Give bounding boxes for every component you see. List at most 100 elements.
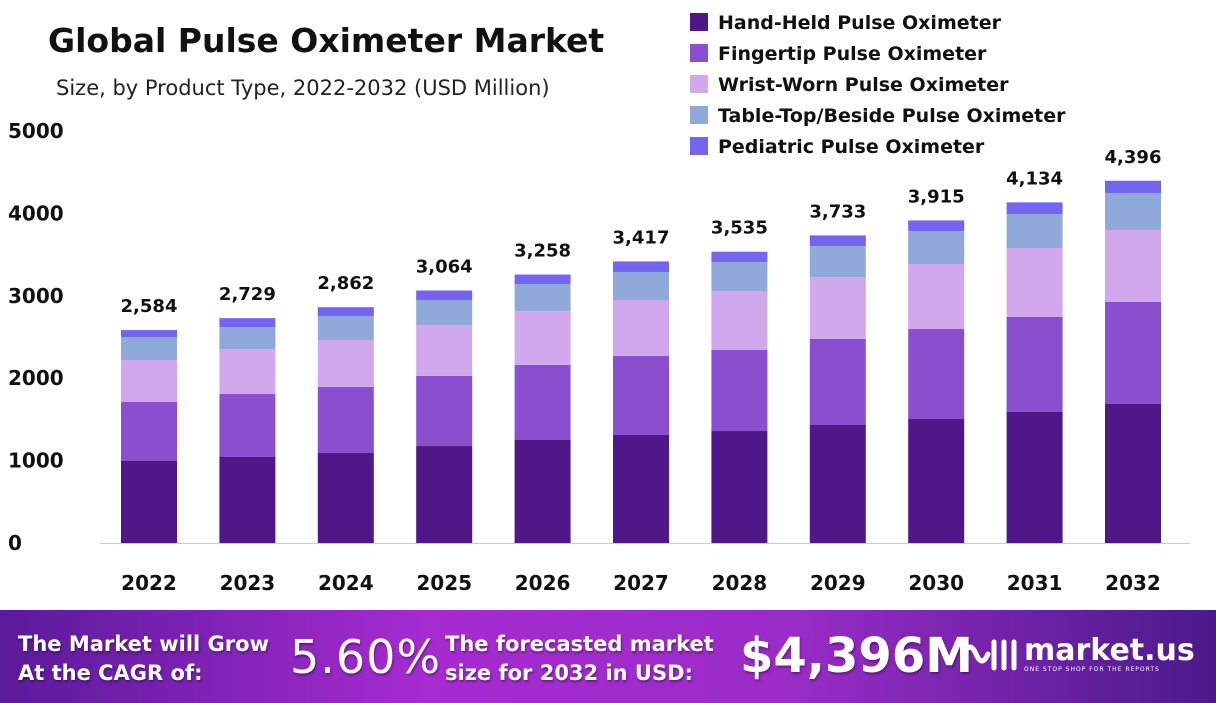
legend-label: Hand-Held Pulse Oximeter [718, 12, 1002, 34]
bar-segment [317, 387, 374, 454]
bar-segment [613, 356, 669, 435]
logo-name: market.us [1024, 632, 1195, 668]
bar-segment [1105, 229, 1161, 302]
bar-segment [317, 339, 374, 388]
bar-segment [416, 300, 473, 325]
forecast-label-line1: The forecasted market [445, 632, 714, 656]
x-tick-label: 2032 [1105, 571, 1161, 595]
legend-swatch [690, 137, 708, 155]
legend-swatch [690, 13, 708, 31]
chart-subtitle: Size, by Product Type, 2022-2032 (USD Mi… [56, 76, 550, 100]
bar-segment [809, 338, 866, 426]
legend-swatch [690, 106, 708, 124]
legend-swatch [690, 75, 708, 93]
bar-segment [121, 330, 177, 337]
x-tick-label: 2027 [613, 571, 669, 595]
y-tick-label: 1000 [8, 449, 64, 473]
bar-segment [219, 349, 276, 395]
chart-title: Global Pulse Oximeter Market [48, 21, 604, 60]
bar-segment [908, 231, 965, 264]
forecast-label-line2: size for 2032 in USD: [445, 661, 693, 685]
x-tick-label: 2031 [1007, 571, 1063, 595]
bar-segment [1105, 180, 1161, 193]
cagr-label-line2: At the CAGR of: [18, 661, 203, 685]
bar-segment [1006, 202, 1063, 214]
bar-segment [1006, 411, 1063, 543]
bar-segment [514, 284, 571, 311]
bar-segment [809, 235, 866, 247]
y-tick-label: 4000 [8, 201, 64, 225]
legend-swatch [690, 44, 708, 62]
cagr-label-line1: The Market will Grow [18, 632, 269, 656]
y-tick-label: 2000 [8, 366, 64, 390]
bar-segment [1006, 248, 1063, 317]
forecast-label: The forecasted market size for 2032 in US… [445, 630, 714, 688]
bar-segment [416, 375, 473, 447]
logo-icon [961, 639, 1017, 671]
bar-segment [121, 359, 177, 403]
total-label: 4,134 [1006, 168, 1063, 189]
bar-segment [908, 263, 965, 330]
bar-segment [121, 337, 177, 360]
bar-segment [416, 324, 473, 376]
footer-banner: The Market will Grow At the CAGR of: 5.60… [0, 610, 1216, 703]
total-label: 3,915 [908, 186, 965, 207]
bar-segment [613, 271, 669, 301]
bar-segment [613, 434, 669, 543]
total-label: 3,064 [416, 257, 473, 278]
bar-segment [711, 262, 768, 292]
total-label: 3,258 [514, 241, 571, 262]
total-label: 3,733 [809, 201, 866, 222]
forecast-value: $4,396M [740, 628, 973, 684]
x-tick-label: 2026 [515, 571, 571, 595]
bar-segment [809, 246, 866, 278]
bar-segment [809, 425, 866, 543]
total-label: 2,729 [219, 284, 276, 305]
bar-segment [711, 291, 768, 351]
logo-tagline: ONE STOP SHOP FOR THE REPORTS [1024, 665, 1160, 673]
total-label: 4,396 [1105, 147, 1162, 168]
x-tick-label: 2029 [810, 571, 866, 595]
bar-segment [219, 327, 276, 350]
bar-segment [514, 365, 571, 440]
market-us-logo: market.us ONE STOP SHOP FOR THE REPORTS [960, 634, 1195, 674]
x-tick-label: 2028 [712, 571, 768, 595]
y-tick-label: 0 [8, 531, 22, 555]
bar-segment [711, 251, 768, 263]
total-label: 3,417 [613, 227, 670, 248]
legend-label: Pediatric Pulse Oximeter [718, 136, 985, 158]
x-tick-label: 2024 [318, 571, 374, 595]
bar-segment [908, 329, 965, 419]
bar-segment [1006, 213, 1063, 249]
x-tick-label: 2023 [220, 571, 276, 595]
y-tick-label: 5000 [8, 119, 64, 143]
x-tick-label: 2025 [416, 571, 472, 595]
x-tick-label: 2022 [121, 571, 177, 595]
x-tick-label: 2030 [908, 571, 964, 595]
bar-segment [1105, 403, 1161, 543]
bar-segment [1105, 192, 1161, 230]
cagr-value: 5.60% [290, 630, 442, 684]
bar-segment [613, 261, 669, 272]
legend-label: Fingertip Pulse Oximeter [718, 43, 987, 65]
bar-segment [317, 453, 374, 543]
bar-segment [711, 350, 768, 432]
bar-segment [317, 315, 374, 340]
bar-segment [514, 274, 571, 285]
total-label: 2,584 [121, 296, 178, 317]
bar-segment [317, 307, 374, 316]
y-tick-label: 3000 [8, 284, 64, 308]
total-label: 3,535 [711, 218, 768, 239]
cagr-label: The Market will Grow At the CAGR of: [18, 630, 269, 688]
bar-segment [416, 290, 473, 301]
legend-label: Table-Top/Beside Pulse Oximeter [718, 105, 1066, 127]
legend-label: Wrist-Worn Pulse Oximeter [718, 74, 1009, 96]
bar-segment [219, 318, 276, 328]
bar-segment [809, 277, 866, 339]
bar-segment [711, 431, 768, 543]
stacked-bar-chart: Global Pulse Oximeter Market Size, by Pr… [8, 12, 1190, 595]
bar-segment [1006, 316, 1063, 412]
bar-segment [514, 440, 571, 543]
bar-segment [1105, 301, 1161, 404]
bar-segment [219, 394, 276, 457]
